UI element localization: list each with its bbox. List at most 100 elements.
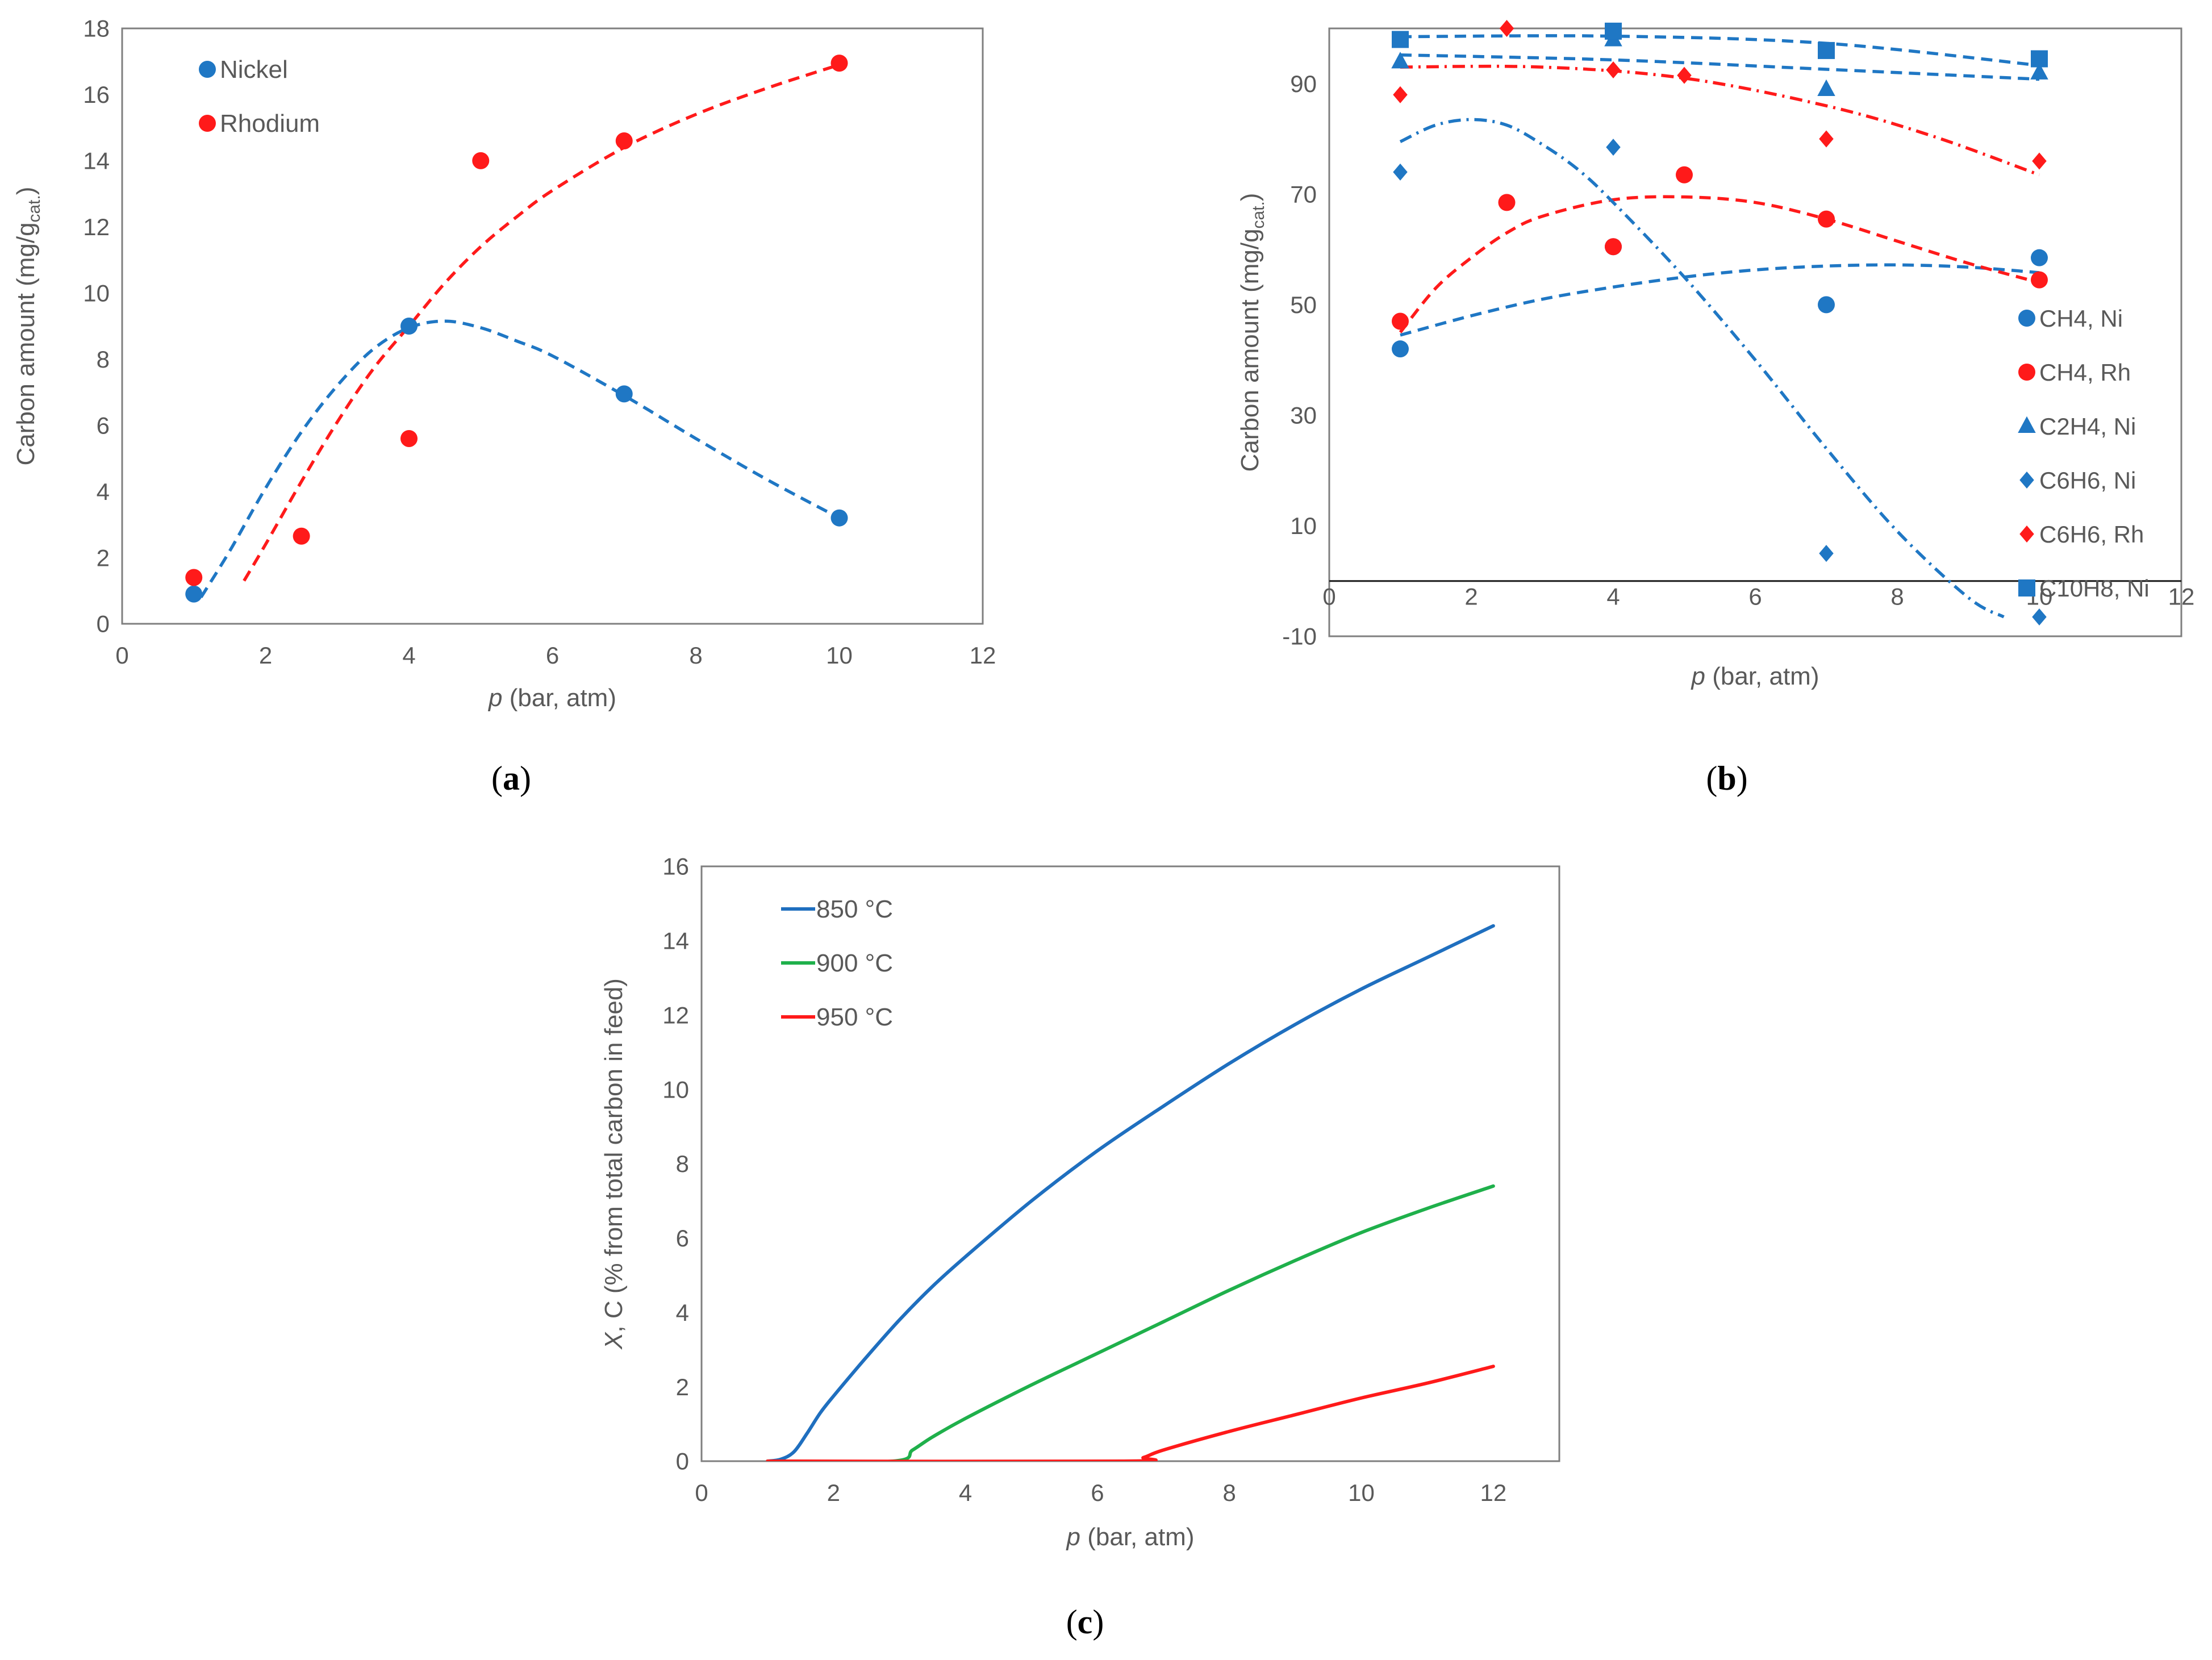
y-axis-label: X, C (% from total carbon in feed) (600, 978, 628, 1350)
trend-line (243, 63, 840, 582)
y-tick-label: 30 (1290, 402, 1317, 429)
panel-label: (a) (491, 760, 531, 797)
data-point (185, 569, 203, 586)
data-point (1499, 20, 1514, 37)
series-ch4-ni (1400, 263, 2040, 337)
data-point (2032, 152, 2047, 170)
data-point (1605, 22, 1622, 40)
x-axis-label-rest: (bar, atm) (502, 684, 616, 712)
x-axis-label-italic: p (487, 684, 502, 712)
markers-c6h6-rh (1393, 20, 2047, 170)
data-point (1676, 166, 1693, 183)
y-axis-label-close: ) (12, 187, 40, 195)
series-c6h6-rh (1400, 64, 2040, 177)
x-tick-label: 2 (259, 642, 272, 669)
x-axis-label-italic: p (1691, 662, 1705, 690)
markers-c10h8-ni (1392, 22, 2048, 68)
y-tick-label: 14 (662, 928, 689, 954)
panel-c: 0 2 4 6 8 10 12 0 2 4 6 8 10 12 14 16 p (bar, atm) X, C (… (600, 853, 1560, 1641)
panel-label-open: ( (491, 760, 503, 797)
x-tick-label: 6 (1091, 1479, 1104, 1506)
series-line (766, 1365, 1495, 1461)
legend-label: Nickel (220, 56, 288, 84)
x-axis-label: p (bar, atm) (487, 684, 616, 712)
x-tick-label: 0 (695, 1479, 708, 1506)
x-axis-label-rest: (bar, atm) (1080, 1523, 1195, 1551)
x-tick-label: 4 (959, 1479, 972, 1506)
x-tick-label: 10 (1348, 1479, 1375, 1506)
series-line (766, 924, 1495, 1461)
data-point (1819, 545, 1834, 562)
x-tick-label: 6 (1748, 583, 1762, 610)
y-axis-label-main: Carbon amount (mg/g (12, 222, 40, 465)
y-tick-label: 10 (83, 280, 110, 306)
y-tick-label: 2 (676, 1374, 689, 1400)
legend: Nickel Rhodium (199, 56, 320, 137)
panel-label-letter: b (1717, 760, 1736, 797)
legend-label: CH4, Rh (2039, 359, 2131, 386)
legend-label: C6H6, Ni (2039, 467, 2136, 494)
data-point (830, 509, 848, 527)
series-line (766, 1184, 1495, 1461)
data-point (1817, 79, 1835, 96)
legend-marker (2019, 472, 2034, 489)
y-tick-label: 16 (83, 81, 110, 108)
data-point (1606, 139, 1621, 156)
y-axis-label-close: ) (1236, 193, 1264, 202)
panel-label-letter: c (1078, 1603, 1093, 1641)
trend-line (1400, 263, 2040, 337)
y-axis-label-rest: , C (% from total carbon in feed) (600, 978, 628, 1333)
data-point (1605, 238, 1622, 256)
legend-marker (199, 115, 216, 132)
x-tick-label: 6 (546, 642, 559, 669)
y-tick-label: 0 (676, 1448, 689, 1475)
panel-label: (b) (1706, 760, 1747, 797)
y-axis-label-sub: cat. (1249, 201, 1268, 228)
data-point (1606, 61, 1621, 78)
legend: 850 °C 900 °C 950 °C (781, 895, 893, 1031)
data-point (2031, 271, 2048, 289)
data-point (1392, 31, 1409, 48)
data-point (1393, 86, 1408, 103)
plot-frame (121, 27, 984, 625)
y-tick-label: 6 (676, 1225, 689, 1252)
series-950-c (766, 1365, 1495, 1461)
y-axis-label-sub: cat. (25, 195, 44, 222)
data-point (1498, 194, 1516, 211)
data-point (1392, 312, 1409, 330)
series-c2h4-ni (1400, 53, 2040, 81)
data-point (830, 55, 848, 72)
data-point (1677, 66, 1692, 84)
series-nickel (199, 319, 840, 598)
x-tick-label: 2 (827, 1479, 840, 1506)
markers-c6h6-ni (1393, 139, 2047, 625)
y-tick-label: 70 (1290, 181, 1317, 208)
trend-line (1400, 53, 2040, 81)
data-point (2031, 249, 2048, 266)
series-850-c (766, 924, 1495, 1461)
y-tick-label: 18 (83, 15, 110, 42)
panel-label-letter: a (503, 760, 520, 797)
legend-marker (2018, 364, 2035, 381)
data-point (2031, 50, 2048, 68)
x-tick-label: 8 (1890, 583, 1904, 610)
y-tick-label: 14 (83, 148, 110, 174)
x-axis-label-rest: (bar, atm) (1705, 662, 1819, 690)
series-c6h6-ni (1399, 118, 2005, 619)
data-point (2030, 62, 2048, 80)
data-point (1393, 163, 1408, 181)
x-tick-label: 10 (826, 642, 853, 669)
x-axis-label-italic: p (1066, 1523, 1080, 1551)
y-tick-label: 10 (1290, 512, 1317, 539)
data-point (400, 318, 418, 335)
trend-line (199, 319, 840, 598)
series-rhodium (243, 63, 840, 582)
legend-marker (2019, 525, 2034, 543)
y-tick-label: 16 (662, 853, 689, 880)
plot-frame (1328, 27, 2182, 637)
legend-marker (2018, 579, 2035, 597)
y-tick-label: 2 (97, 544, 110, 571)
legend-label: 950 °C (816, 1003, 893, 1031)
y-axis-label-italic: X (600, 1332, 628, 1350)
trend-line (1399, 118, 2005, 619)
